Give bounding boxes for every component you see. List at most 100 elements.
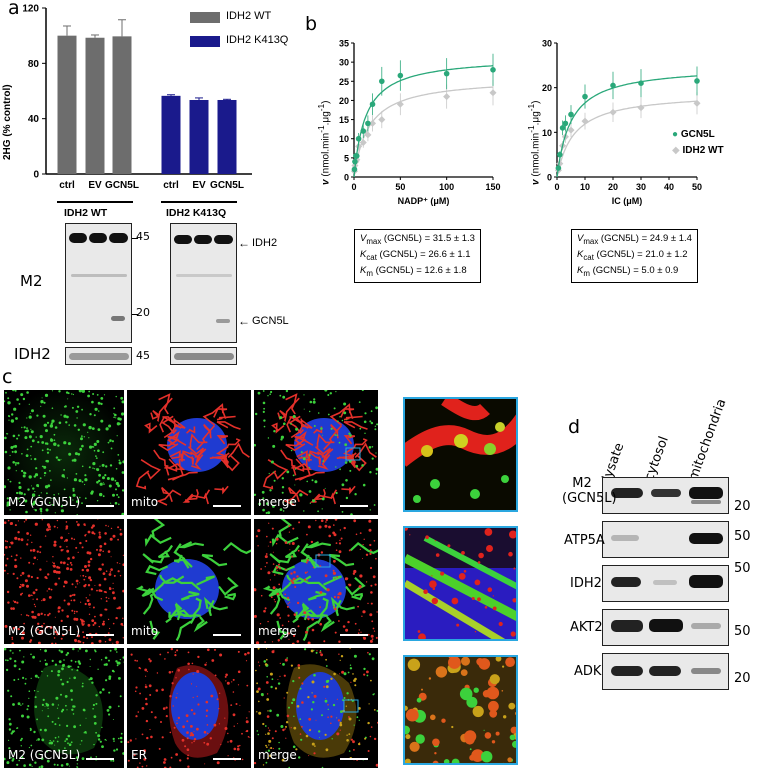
micro-dot [206,732,209,735]
micro-dot [10,607,13,610]
micro-dot [8,739,10,741]
micro-dot [206,724,209,726]
micro-dot [375,763,378,767]
param-vmax-1: Vmax (GCN5L) = 31.5 ± 1.3 [360,233,475,246]
micro-dot [32,548,36,552]
micro-dot [264,608,266,610]
micro-mito-strand [173,418,186,429]
scalebar [86,758,114,760]
micro-dot [59,545,62,548]
micro-dot [88,390,91,393]
micro-dot [306,571,309,573]
micro-dot [91,531,95,535]
micro-dot [12,626,16,630]
micro-dot [276,713,280,717]
micro-dot [254,493,257,496]
micro-dot [274,601,276,603]
micro-dot [9,649,12,652]
mw-tick-20 [132,314,138,315]
micro-dot [319,622,322,626]
micro-dot [63,659,65,661]
micro-dot [290,727,292,729]
micro-dot [89,594,91,596]
micro-dot [99,691,102,694]
micro-dot [469,754,476,761]
micro-dot [25,678,27,680]
micro-dot [49,424,54,428]
micro-dot [366,670,369,674]
micro-dot [106,739,107,741]
micro-dot [338,620,340,622]
micro-dot [369,509,371,511]
micro-dot [33,690,36,692]
micro-dot [339,416,341,418]
micro-dot [117,570,120,573]
micro-dot [510,631,516,637]
micro-dot [257,529,261,533]
kin-xtick-label: 20 [608,182,618,192]
micro-dot [75,410,79,413]
micro-dot [361,390,364,392]
micro-dot [348,750,351,752]
micro-dot [16,491,19,495]
micro-dot [23,656,25,658]
micro-dot [112,534,116,538]
micro-dot [54,744,56,746]
micro-dot [60,414,62,416]
micro-dot [20,557,22,559]
micro-dot [34,761,37,764]
micro-dot [45,508,49,512]
micro-dot [271,737,274,740]
micro-dot [417,630,421,633]
micro-dot [40,492,42,494]
micro-dot [113,416,115,419]
micro-dot [334,519,338,521]
micro-dot [418,633,426,639]
micro-mito-strand [140,459,162,480]
micro-dot [492,595,494,597]
micro-mito-strand [189,433,208,448]
kin-point [364,131,372,139]
micro-dot [248,711,250,713]
micro-dot [502,665,505,668]
micro-mito-strand [202,403,224,426]
micro-dot [79,724,82,727]
micro-mito-strand [283,397,300,423]
micro-mito-strand [262,470,277,490]
micro-dot [85,540,88,542]
micro-dot [92,462,96,466]
micro-dot [229,739,233,743]
micro-dot [114,501,118,505]
micro-dot [303,611,307,614]
micro-dot [104,656,108,660]
micro-dot [87,584,91,587]
micro-dot [66,549,70,553]
group-label-wt: IDH2 WT [64,207,108,219]
legend-label-wt: IDH2 WT [226,10,272,22]
micro-mito-strand [169,450,181,460]
micro-dot [97,428,101,431]
micro-dot [101,622,105,626]
micro-dot [407,658,421,671]
micro-dot [231,681,233,683]
micro-dot [60,458,62,460]
micro-dot [267,727,269,729]
micro-mito-strand [262,585,282,593]
micro-dot [150,735,153,739]
micro-mito-strand [144,533,172,547]
micro-dot [89,445,93,449]
micro-dot [53,569,57,574]
micro-dot [67,734,71,738]
micro-dot [85,533,87,536]
micro-dot [227,741,229,743]
micro-dot [104,532,107,535]
micro-dot [434,540,436,542]
micro-dot [30,458,32,460]
scalebar [213,634,241,636]
micro-dot [12,461,15,464]
micro-dot [165,706,168,709]
micro-dot [369,549,372,552]
micro-mito-strand [330,489,338,505]
micro-dot [90,588,94,591]
micro-dot [301,455,303,457]
